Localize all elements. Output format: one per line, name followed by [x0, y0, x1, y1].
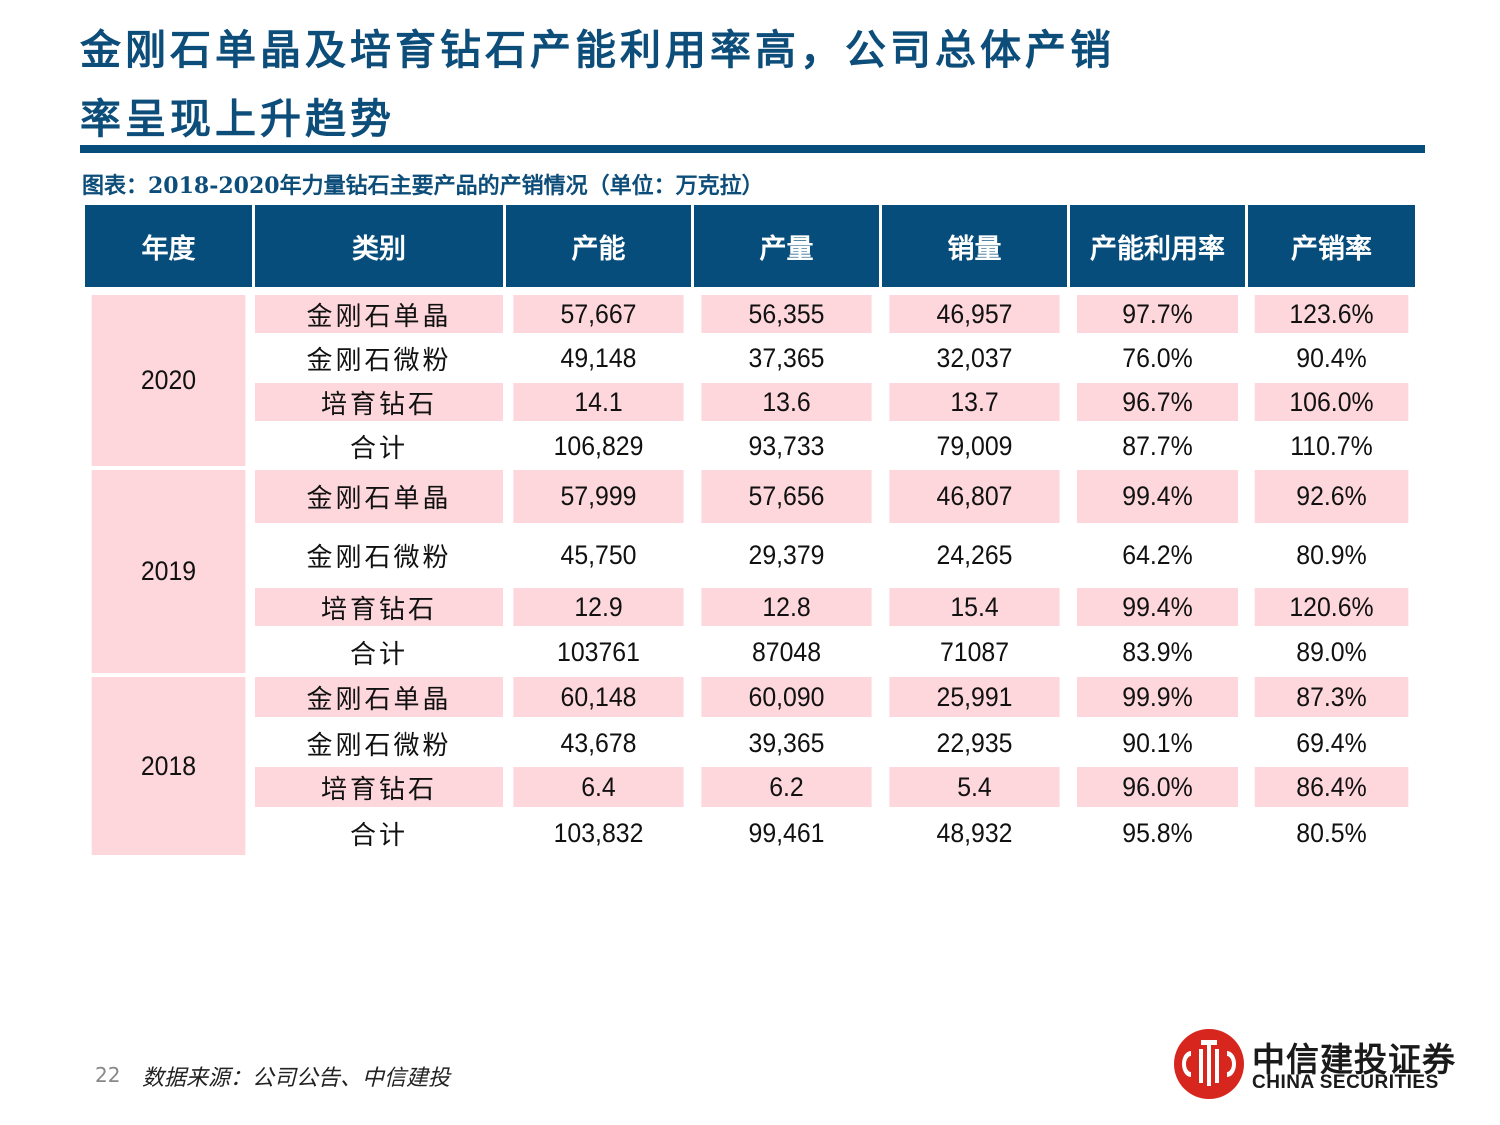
column-header-year: 年度: [85, 205, 252, 287]
category-cell: 金刚石单晶: [255, 470, 503, 523]
company-logo: 中信建投证券 CHINA SECURITIES: [1172, 1027, 1472, 1099]
sales-cell: 46,807: [889, 470, 1060, 523]
category-cell: 培育钻石: [255, 767, 503, 807]
column-header-sales: 销量: [882, 205, 1067, 287]
category-cell: 培育钻石: [255, 588, 503, 626]
output-cell: 12.8: [701, 588, 872, 626]
page-title-line-1: 金刚石单晶及培育钻石产能利用率高，公司总体产销: [80, 26, 1115, 74]
category-cell: 金刚石微粉: [306, 543, 452, 573]
capacity-cell: 103761: [557, 636, 640, 667]
capacity-cell: 14.1: [513, 383, 684, 421]
sales-cell: 46,957: [889, 295, 1060, 333]
year-cell: 2019: [91, 470, 246, 673]
output-cell: 6.2: [701, 767, 872, 807]
utilization-cell: 99.4%: [1077, 588, 1238, 626]
capacity-cell: 106,829: [553, 430, 644, 461]
utilization-cell: 83.9%: [1122, 636, 1193, 667]
sales-cell: 5.4: [889, 767, 1060, 807]
sales-cell: 13.7: [889, 383, 1060, 421]
sell-through-cell: 69.4%: [1296, 727, 1367, 758]
category-cell: 金刚石单晶: [255, 295, 503, 333]
utilization-cell: 90.1%: [1122, 727, 1193, 758]
sales-cell: 79,009: [936, 430, 1013, 461]
capacity-cell: 57,999: [513, 470, 684, 523]
utilization-cell: 76.0%: [1122, 342, 1193, 373]
utilization-cell: 87.7%: [1122, 430, 1193, 461]
output-cell: 99,461: [748, 817, 825, 848]
sell-through-cell: 80.9%: [1296, 540, 1367, 570]
sell-through-cell: 110.7%: [1290, 430, 1373, 461]
sell-through-cell: 120.6%: [1254, 588, 1409, 626]
utilization-cell: 99.4%: [1077, 470, 1238, 523]
sell-through-cell: 80.5%: [1296, 817, 1367, 848]
output-cell: 37,365: [748, 342, 825, 373]
output-cell: 60,090: [701, 677, 872, 717]
sales-cell: 25,991: [889, 677, 1060, 717]
sales-cell: 48,932: [936, 817, 1013, 848]
capacity-cell: 103,832: [553, 817, 644, 848]
sell-through-cell: 89.0%: [1296, 636, 1367, 667]
capacity-cell: 49,148: [560, 342, 637, 373]
utilization-cell: 97.7%: [1077, 295, 1238, 333]
sales-cell: 71087: [939, 636, 1010, 667]
capacity-cell: 43,678: [560, 727, 637, 758]
output-cell: 56,355: [701, 295, 872, 333]
sell-through-cell: 90.4%: [1296, 342, 1367, 373]
column-header-capacity: 产能: [506, 205, 691, 287]
sell-through-cell: 86.4%: [1254, 767, 1409, 807]
utilization-cell: 95.8%: [1122, 817, 1193, 848]
capacity-cell: 6.4: [513, 767, 684, 807]
data-source-note: 数据来源：公司公告、中信建投: [142, 1066, 451, 1091]
output-cell: 57,656: [701, 470, 872, 523]
capacity-cell: 12.9: [513, 588, 684, 626]
output-cell: 93,733: [748, 430, 825, 461]
capacity-cell: 60,148: [513, 677, 684, 717]
column-header-sell-through: 产销率: [1248, 205, 1415, 287]
utilization-cell: 96.0%: [1077, 767, 1238, 807]
column-header-output: 产量: [694, 205, 879, 287]
sales-cell: 22,935: [936, 727, 1013, 758]
capacity-cell: 45,750: [560, 540, 637, 570]
year-cell: 2018: [91, 677, 246, 855]
output-cell: 87048: [751, 636, 822, 667]
logo-name-cn: 中信建投证券: [1252, 1040, 1456, 1079]
sales-cell: 24,265: [936, 540, 1013, 570]
output-cell: 29,379: [748, 540, 825, 570]
category-cell: 合计: [349, 820, 408, 851]
sales-cell: 32,037: [936, 342, 1013, 373]
logo-name-en: CHINA SECURITIES: [1252, 1072, 1439, 1093]
page-number: 22: [95, 1063, 121, 1087]
capacity-cell: 57,667: [513, 295, 684, 333]
category-cell: 金刚石微粉: [306, 345, 452, 376]
title-divider: [80, 145, 1425, 153]
output-cell: 39,365: [748, 727, 825, 758]
category-cell: 金刚石微粉: [306, 730, 452, 761]
sell-through-cell: 92.6%: [1254, 470, 1409, 523]
sell-through-cell: 87.3%: [1254, 677, 1409, 717]
table-caption: 图表：2018-2020年力量钻石主要产品的产销情况（单位：万克拉）: [82, 173, 764, 199]
category-cell: 合计: [349, 433, 408, 464]
sales-cell: 15.4: [889, 588, 1060, 626]
citic-logo-icon: [1174, 1029, 1244, 1099]
category-cell: 培育钻石: [255, 383, 503, 421]
output-cell: 13.6: [701, 383, 872, 421]
page-title-line-2: 率呈现上升趋势: [80, 95, 395, 143]
utilization-cell: 96.7%: [1077, 383, 1238, 421]
category-cell: 合计: [349, 639, 408, 670]
utilization-cell: 64.2%: [1122, 540, 1193, 570]
category-cell: 金刚石单晶: [255, 677, 503, 717]
column-header-category: 类别: [255, 205, 503, 287]
year-cell: 2020: [91, 295, 246, 466]
utilization-cell: 99.9%: [1077, 677, 1238, 717]
sell-through-cell: 106.0%: [1254, 383, 1409, 421]
column-header-utilization: 产能利用率: [1070, 205, 1245, 287]
sell-through-cell: 123.6%: [1254, 295, 1409, 333]
